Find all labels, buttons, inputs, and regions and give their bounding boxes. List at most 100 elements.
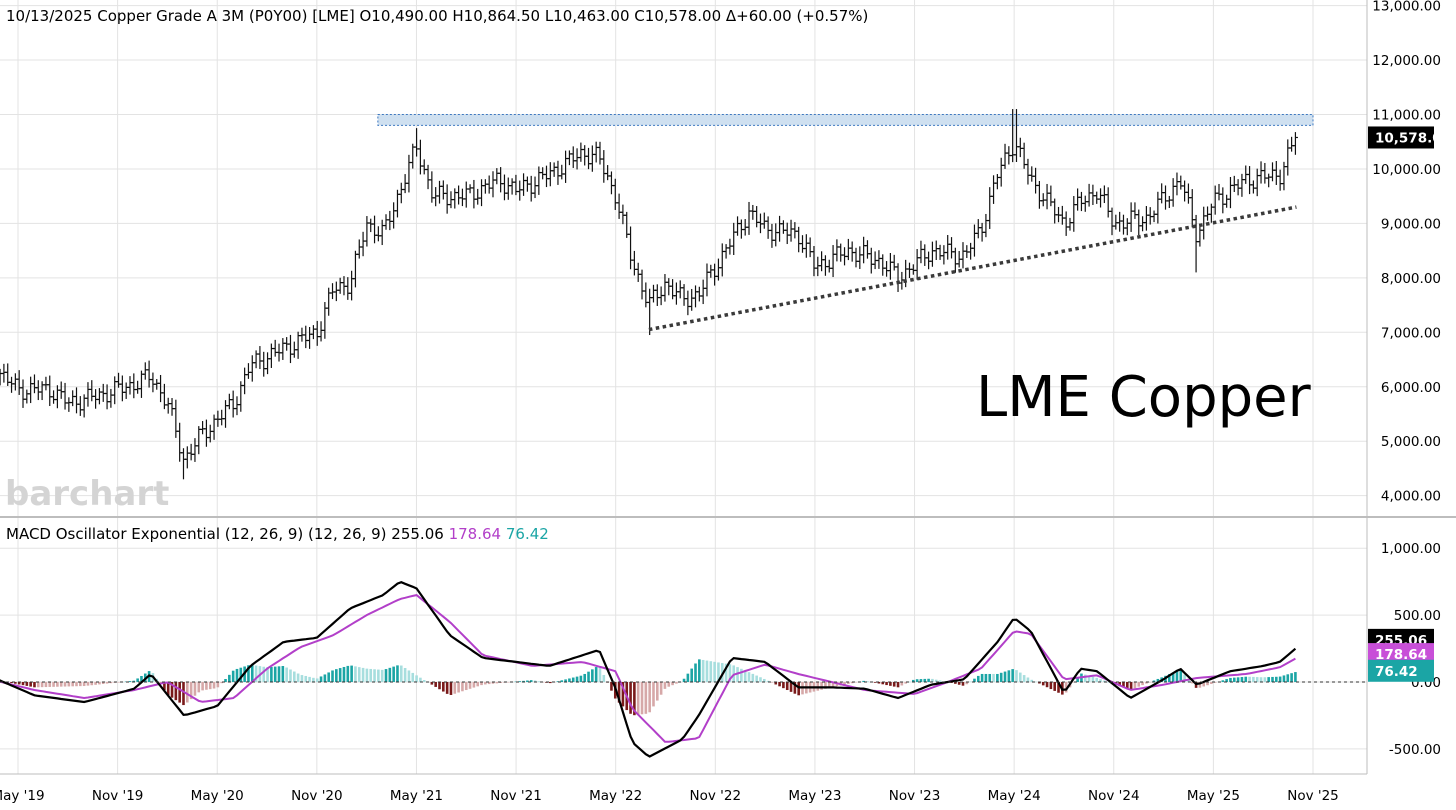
histogram-bar [67,682,71,687]
ohlc-bar [180,448,186,480]
ohlc-bar [104,384,110,410]
ohlc-bar [24,389,30,404]
barchart-logo: barchart [5,474,169,514]
ohlc-bar [532,176,538,199]
ohlc-bar [364,216,370,247]
ohlc-bar [620,204,626,225]
ohlc-bar [853,247,859,268]
ohlc-bar [922,244,928,266]
histogram-bar [220,682,224,684]
histogram-bar [1190,682,1194,684]
histogram-bar [728,664,732,682]
histogram-bar [636,682,640,715]
ohlc-bar [952,247,958,273]
histogram-bar [128,681,132,682]
x-tick-label: May '21 [390,788,443,804]
histogram-bar [571,677,575,682]
ohlc-bar [51,390,57,404]
y-tick-label: 8,000.00 [1381,271,1441,287]
histogram-bar [189,682,193,700]
histogram-bar [25,682,29,686]
ohlc-bar [1155,191,1161,224]
histogram-bar [1145,682,1148,684]
histogram-bar [518,681,522,682]
y-tick-label: 4,000.00 [1381,489,1441,505]
ohlc-bar [723,244,729,259]
histogram-bar [1034,681,1037,683]
histogram-bar [442,682,445,692]
histogram-bar [564,679,567,682]
ohlc-bar [971,224,977,257]
ohlc-bar [505,177,511,200]
ohlc-bar [200,421,206,435]
histogram-bar [319,676,323,682]
ohlc-bar [226,393,232,410]
histogram-bar [827,682,831,688]
histogram-bar [889,682,892,686]
ohlc-bar [696,286,702,302]
ohlc-bar [1166,195,1172,209]
ohlc-bar [1273,161,1279,185]
ohlc-bar [994,174,1000,190]
ohlc-bar [234,396,240,416]
ohlc-bar [131,373,137,399]
histogram-bar [629,682,632,714]
ohlc-bar [1266,173,1272,188]
histogram-bar [908,681,911,683]
histogram-bar [1202,682,1206,687]
histogram-bar [831,682,835,688]
ohlc-bar [704,263,710,297]
x-tick-label: Nov '19 [92,788,144,804]
histogram-bar [931,678,934,682]
ohlc-bar [322,302,328,339]
ohlc-bar [85,382,91,407]
ohlc-bar [486,175,492,194]
histogram-bar [384,669,388,682]
histogram-bar [197,682,201,693]
histogram-bar [438,682,441,690]
ohlc-bar [673,282,679,305]
ohlc-bar [635,262,641,282]
histogram-bar [1294,672,1297,682]
ohlc-bar [509,178,515,195]
x-tick-label: Nov '21 [490,788,542,804]
ohlc-bar [444,184,450,214]
histogram-bar [770,682,774,683]
histogram-bar [912,679,915,682]
histogram-bar [365,668,369,682]
ohlc-bar [555,160,561,185]
ohlc-bar [253,350,259,369]
histogram-bar [434,682,437,687]
ohlc-bar [1289,136,1295,152]
x-tick-label: Nov '20 [291,788,343,804]
histogram-bar [1282,675,1286,682]
histogram-bar [1225,679,1228,682]
ohlc-bar [39,381,45,401]
ohlc-bar [528,175,534,202]
histogram-bar [980,673,984,682]
histogram-bar [1137,682,1141,687]
ohlc-bar [574,148,580,170]
histogram-bar [892,682,896,687]
histogram-bar [63,682,67,687]
histogram-bar [537,681,541,682]
ohlc-bar [547,162,553,187]
histogram-bar [163,682,166,691]
ohlc-bar [1258,161,1264,184]
ohlc-bar [780,220,786,234]
histogram-bar [449,682,453,695]
histogram-bar [48,682,52,687]
ohlc-bar [1227,176,1233,209]
histogram-bar [698,659,701,682]
ohlc-bar [1124,218,1130,236]
ohlc-bar [1132,202,1138,219]
x-tick-label: May '24 [988,788,1041,804]
ohlc-bar [1071,196,1077,232]
ohlc-bar [1098,188,1104,208]
histogram-bar [1252,676,1255,682]
histogram-bar [273,666,277,682]
histogram-bar [182,682,185,706]
histogram-bar [996,673,999,682]
ohlc-bar [421,159,427,175]
ohlc-bar [356,239,362,259]
